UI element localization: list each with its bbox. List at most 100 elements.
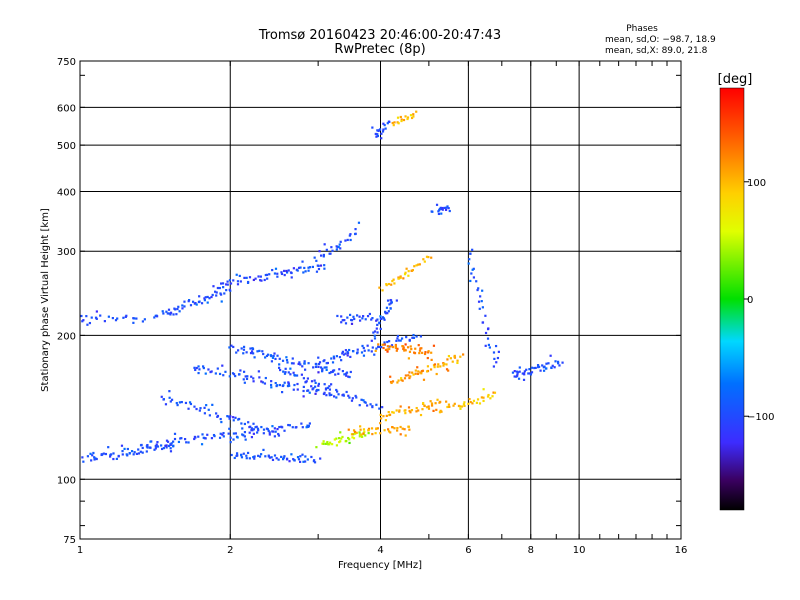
- echo-point: [208, 297, 211, 300]
- echo-point: [347, 394, 350, 397]
- echo-point: [400, 119, 403, 123]
- echo-point: [355, 431, 358, 434]
- echo-point: [338, 356, 342, 359]
- echo-point: [340, 315, 343, 318]
- echo-point: [250, 427, 253, 430]
- echo-point: [285, 356, 288, 359]
- echo-point: [302, 395, 305, 398]
- echo-point: [346, 350, 349, 353]
- echo-point: [393, 121, 396, 124]
- echo-point: [239, 369, 242, 372]
- echo-point: [380, 346, 383, 349]
- echo-point: [315, 390, 318, 393]
- echo-point: [95, 310, 98, 313]
- y-axis-label: Stationary phase Virtual Height [km]: [40, 208, 51, 392]
- echo-point: [194, 368, 197, 372]
- echo-point: [347, 375, 350, 378]
- echo-point: [396, 381, 399, 384]
- echo-point: [298, 361, 301, 364]
- echo-point: [380, 317, 383, 320]
- echo-point: [216, 367, 219, 370]
- echo-point: [243, 435, 246, 438]
- echo-point: [362, 428, 366, 431]
- echo-point: [427, 407, 431, 410]
- echo-point: [318, 361, 322, 364]
- echo-point: [133, 451, 136, 454]
- echo-point: [165, 310, 168, 313]
- echo-point: [330, 357, 333, 360]
- echo-point: [556, 360, 560, 363]
- echo-point: [414, 372, 417, 375]
- echo-point: [283, 372, 287, 375]
- echo-point: [167, 444, 171, 448]
- echo-point: [262, 428, 266, 431]
- echo-point: [280, 272, 284, 276]
- echo-point: [242, 345, 246, 348]
- echo-point: [404, 374, 407, 377]
- echo-point: [307, 424, 310, 428]
- echo-point: [317, 362, 321, 366]
- echo-point: [242, 348, 246, 351]
- echo-point: [437, 363, 440, 366]
- echo-point: [358, 435, 361, 438]
- x-axis-label: Frequency [MHz]: [338, 560, 422, 571]
- echo-point: [411, 269, 415, 272]
- echo-point: [348, 396, 351, 399]
- echo-point: [538, 365, 541, 368]
- echo-point: [301, 426, 304, 429]
- echo-point: [228, 417, 231, 420]
- echo-point: [200, 443, 204, 446]
- echo-point: [276, 275, 279, 278]
- echo-point: [412, 333, 415, 337]
- echo-point: [339, 431, 342, 434]
- echo-point: [116, 317, 119, 320]
- echo-point: [421, 408, 424, 411]
- echo-point: [169, 313, 172, 316]
- echo-point: [432, 344, 436, 347]
- echo-point: [418, 349, 422, 352]
- echo-point: [376, 318, 379, 321]
- echo-point: [243, 422, 246, 426]
- echo-point: [397, 339, 401, 342]
- echo-point: [403, 273, 407, 276]
- echo-point: [336, 314, 339, 318]
- echo-point: [389, 307, 392, 310]
- echo-point: [302, 377, 305, 380]
- echo-point: [235, 351, 238, 354]
- echo-point: [447, 403, 451, 406]
- echo-point: [462, 403, 466, 406]
- echo-point: [407, 270, 410, 273]
- echo-point: [430, 351, 433, 354]
- echo-point: [337, 245, 340, 248]
- echo-point: [557, 362, 560, 365]
- echo-point: [422, 258, 425, 261]
- echo-point: [185, 441, 188, 444]
- echo-point: [325, 368, 328, 372]
- echo-point: [277, 434, 281, 437]
- echo-point: [290, 362, 294, 365]
- echo-point: [228, 375, 231, 378]
- echo-point: [378, 128, 382, 131]
- echo-point: [382, 415, 385, 418]
- echo-point: [413, 265, 416, 268]
- echo-point: [241, 433, 244, 436]
- echo-point: [478, 307, 481, 310]
- echo-point: [491, 395, 494, 398]
- echo-point: [343, 373, 346, 376]
- echo-point: [333, 438, 336, 441]
- echo-point: [257, 429, 260, 432]
- echo-point: [328, 252, 331, 255]
- echo-point: [204, 296, 207, 299]
- echo-point: [433, 363, 437, 366]
- echo-point: [221, 433, 224, 436]
- echo-point: [400, 118, 403, 121]
- echo-point: [261, 350, 264, 353]
- echo-point: [177, 440, 181, 444]
- echo-point: [92, 451, 95, 455]
- echo-point: [375, 135, 378, 138]
- echo-point: [282, 370, 285, 373]
- echo-point: [382, 122, 385, 125]
- echo-point: [235, 452, 239, 455]
- echo-point: [201, 433, 204, 436]
- echo-point: [346, 354, 349, 357]
